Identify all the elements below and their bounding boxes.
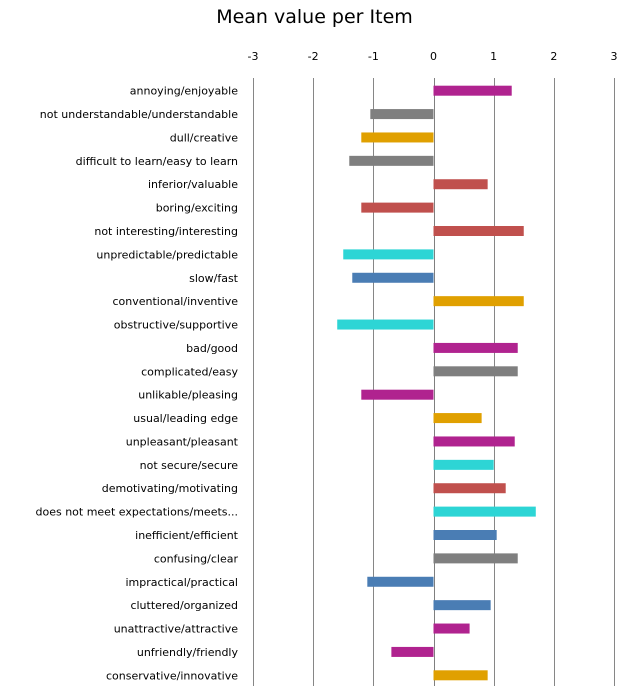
x-tick-label: -1 — [368, 50, 379, 63]
bar — [433, 553, 518, 564]
bar — [343, 249, 434, 260]
category-label: dull/creative — [170, 131, 238, 144]
x-tick-label: 3 — [611, 50, 618, 63]
category-label: demotivating/motivating — [102, 482, 238, 495]
grid-layer — [253, 78, 615, 686]
bar — [349, 155, 434, 166]
tick-labels: -3 -2 -1 0 1 2 3 — [248, 50, 618, 63]
bars — [337, 85, 536, 681]
category-label: conventional/inventive — [113, 295, 239, 308]
bar — [433, 296, 524, 307]
category-label: unlikable/pleasing — [138, 389, 238, 402]
x-tick-label: 1 — [490, 50, 497, 63]
category-label: not interesting/interesting — [94, 225, 238, 238]
bar — [361, 202, 434, 213]
bar — [352, 272, 434, 283]
category-label: boring/exciting — [156, 202, 238, 215]
category-label: usual/leading edge — [133, 412, 238, 425]
bar — [433, 600, 491, 611]
category-labels: annoying/enjoyable not understandable/und… — [35, 85, 238, 683]
bar — [337, 319, 434, 330]
category-label: unpleasant/pleasant — [126, 435, 239, 448]
category-label: inferior/valuable — [148, 178, 238, 191]
bar — [433, 413, 482, 424]
bar — [433, 530, 497, 540]
category-label: slow/fast — [189, 272, 239, 285]
bar — [433, 483, 506, 494]
category-label: conservative/innovative — [106, 669, 238, 682]
bar — [391, 646, 434, 657]
x-tick-label: -3 — [248, 50, 259, 63]
category-label: complicated/easy — [141, 365, 238, 378]
bar — [367, 576, 434, 587]
x-tick-label: 2 — [550, 50, 557, 63]
chart-title: Mean value per Item — [216, 6, 413, 28]
x-tick-label: -2 — [308, 50, 319, 63]
bar — [433, 670, 488, 681]
category-label: cluttered/organized — [130, 599, 238, 612]
bar — [433, 366, 518, 377]
x-tick-label: 0 — [430, 50, 437, 63]
bar — [433, 459, 494, 470]
category-label: not secure/secure — [140, 459, 239, 472]
category-label: inefficient/efficient — [135, 529, 239, 542]
bar — [433, 623, 470, 634]
category-label: obstructive/supportive — [114, 319, 238, 332]
category-label: unfriendly/friendly — [137, 646, 239, 659]
category-label: confusing/clear — [154, 552, 239, 565]
category-label: not understandable/understandable — [40, 108, 238, 121]
bar — [361, 132, 434, 143]
category-label: unattractive/attractive — [114, 623, 239, 636]
bar — [433, 179, 488, 190]
bar — [433, 85, 512, 96]
bar — [433, 506, 536, 517]
category-label: annoying/enjoyable — [130, 85, 238, 98]
bar — [433, 226, 524, 236]
category-label: impractical/practical — [126, 576, 239, 589]
category-label: difficult to learn/easy to learn — [76, 155, 238, 168]
bar — [370, 109, 434, 120]
bar — [361, 389, 434, 400]
category-label: unpredictable/predictable — [96, 248, 238, 261]
bar — [433, 436, 515, 447]
bar — [433, 342, 518, 353]
category-label: bad/good — [186, 342, 238, 355]
category-label: does not meet expectations/meets... — [35, 506, 238, 519]
